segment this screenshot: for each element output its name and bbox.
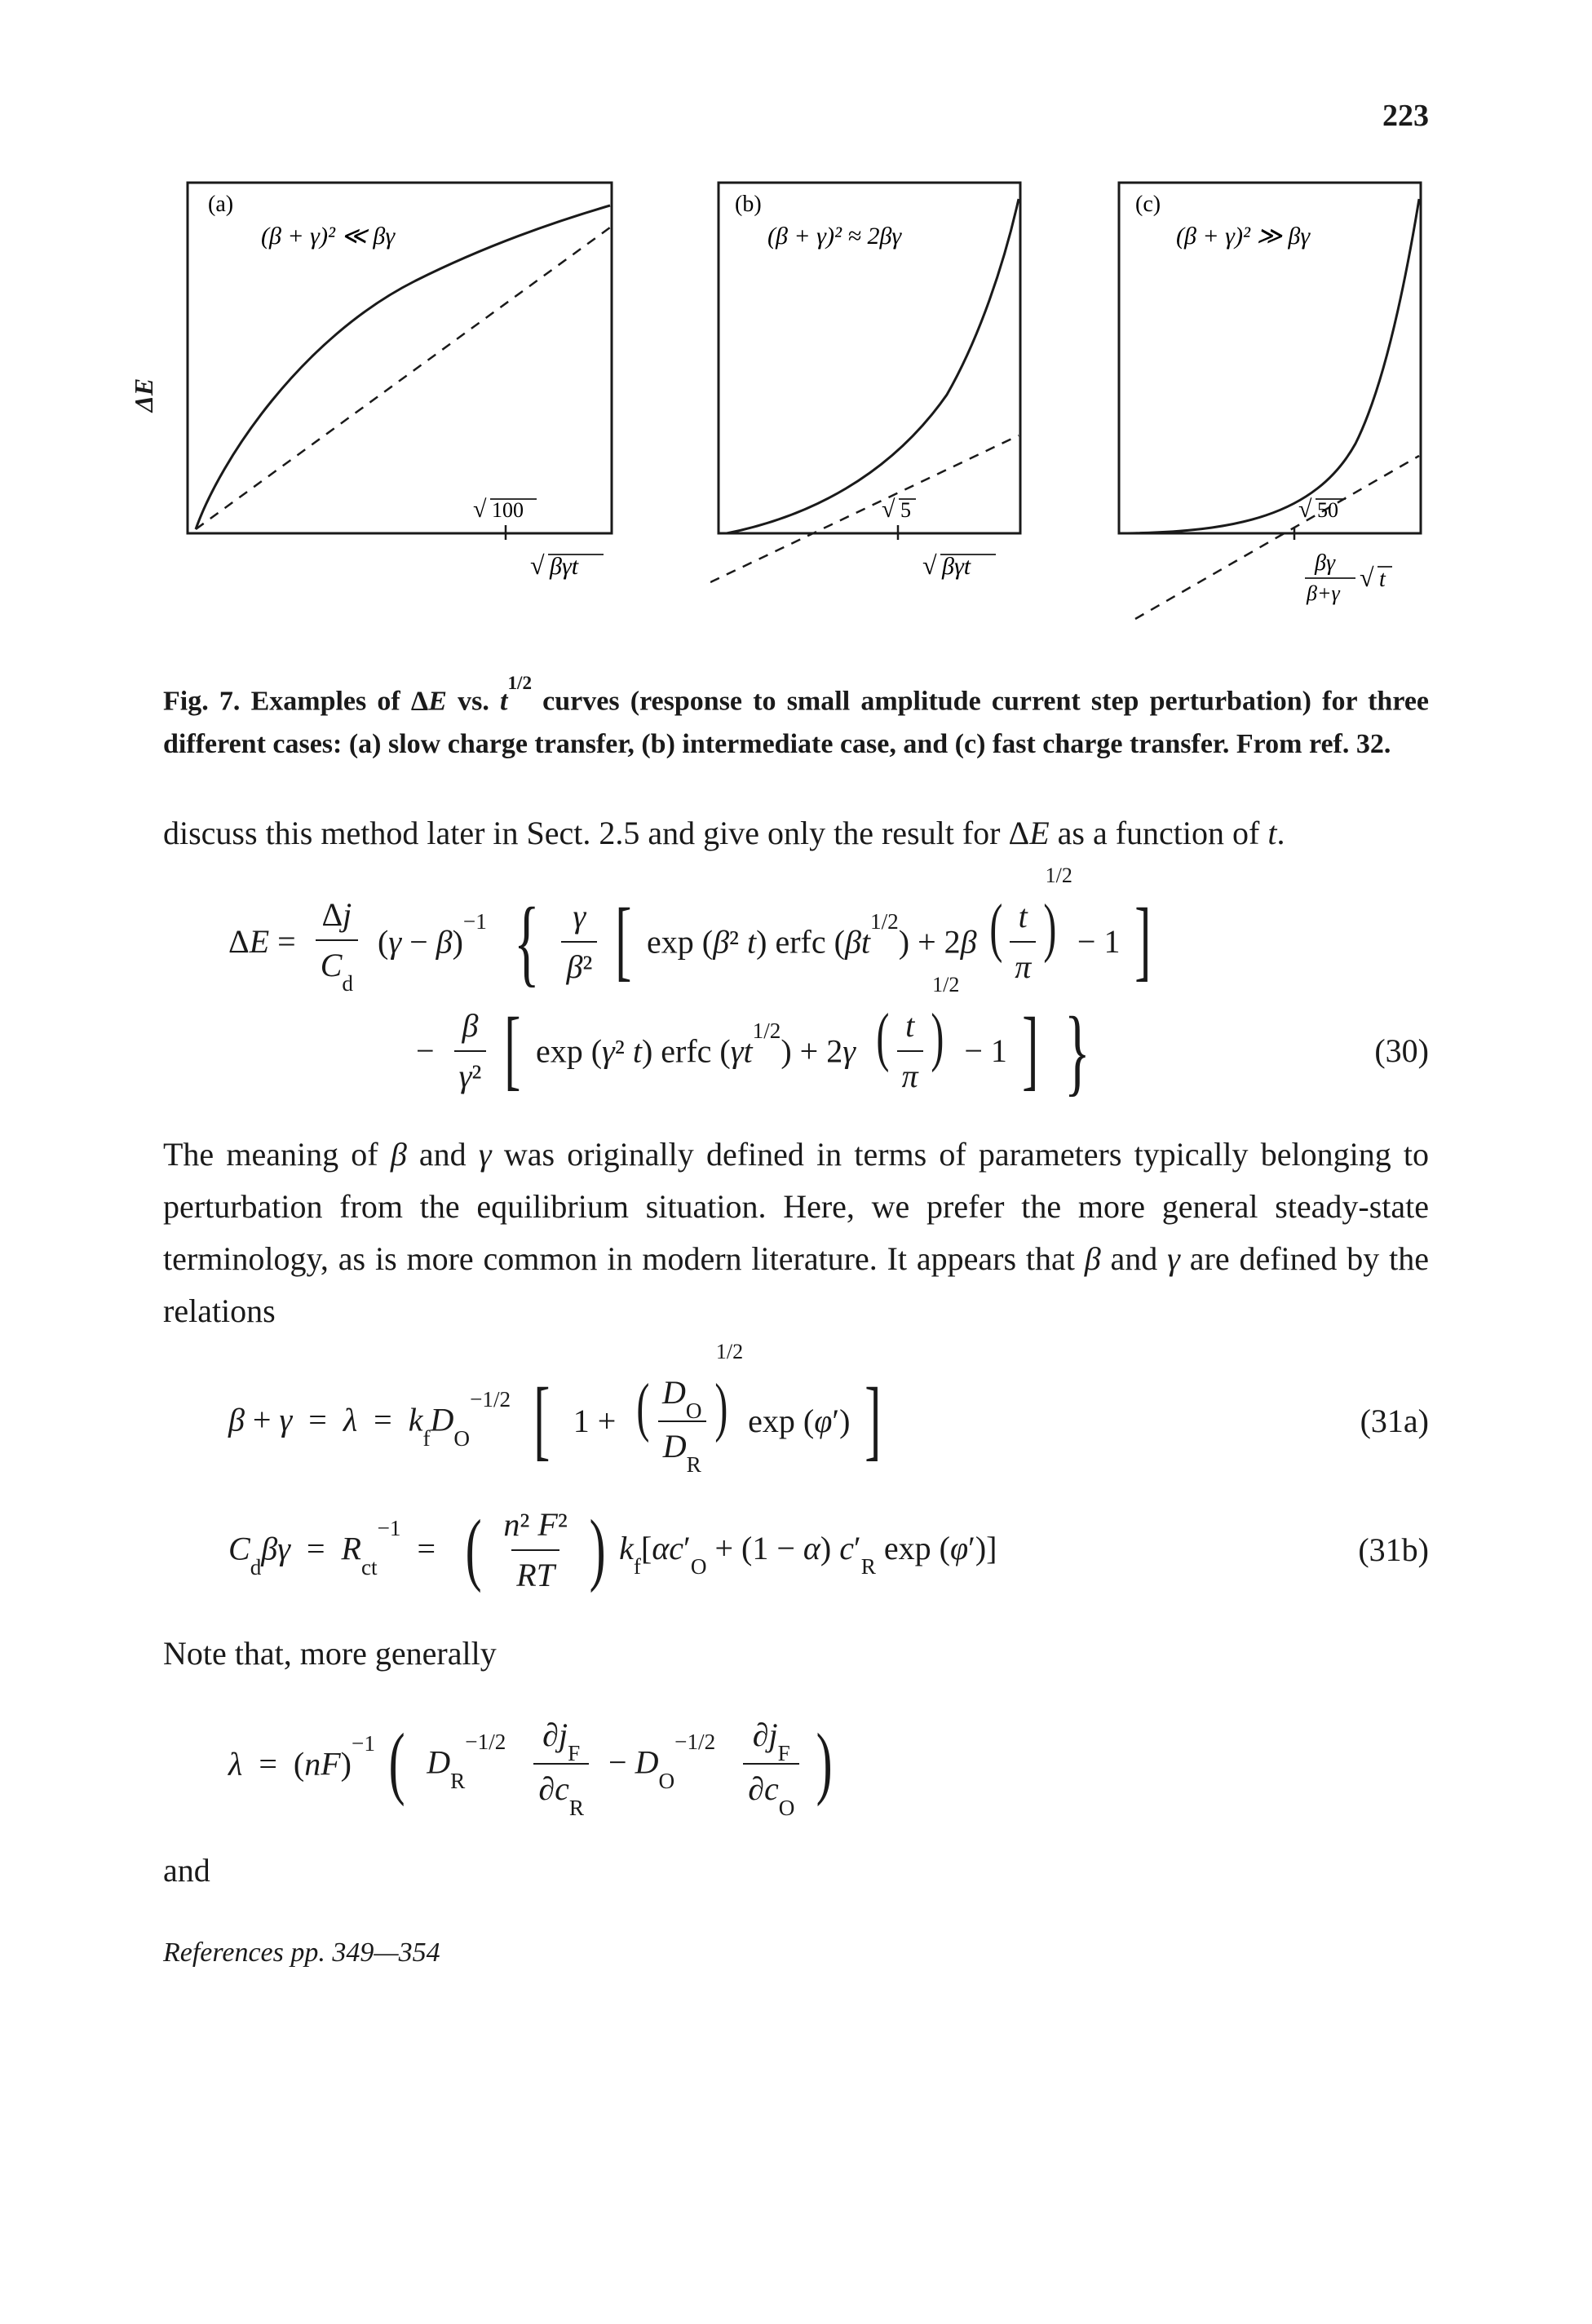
figure-panel-c: (c) (β + γ)² ≫ βγ √ 50 βγ β+γ √ t [1111,175,1429,631]
figure-panel-a: ΔE (a) (β + γ)² ≪ βγ √ 100 √ βγt [163,175,628,631]
page-number: 223 [163,98,1429,134]
svg-text:√: √ [882,496,896,523]
figure-panel-b: (b) (β + γ)² ≈ 2βγ √ 5 √ βγt [710,175,1028,631]
svg-text:(b): (b) [735,192,762,217]
equation-number-30: (30) [1342,1028,1429,1074]
caption-prefix: Fig. 7. Examples of Δ [163,686,428,716]
paragraph-4: and [163,1845,1429,1897]
paragraph-2: The meaning of β and γ was originally de… [163,1129,1429,1337]
svg-text:(a): (a) [208,192,233,217]
figure-caption: Fig. 7. Examples of ΔE vs. t1/2 curves (… [163,680,1429,767]
equation-31b: Cdβγ = Rct−1 = ( n² F²RT ) kf[αc′O + (1 … [228,1502,1429,1598]
paragraph-3: Note that, more generally [163,1628,1429,1680]
svg-text:√: √ [1360,563,1374,592]
svg-text:βγt: βγt [549,553,579,580]
figure-7: ΔE (a) (β + γ)² ≪ βγ √ 100 √ βγt [163,175,1429,631]
equation-number-31a: (31a) [1328,1398,1429,1444]
equation-number-31b: (31b) [1325,1527,1429,1573]
equation-30: ΔE = ΔjCd (γ − β)−1 { γβ² [ exp (β² t) e… [228,892,1429,1099]
svg-text:(β + γ)² ≫ βγ: (β + γ)² ≫ βγ [1176,223,1311,250]
svg-text:100: 100 [492,498,524,522]
svg-text:√: √ [530,550,545,580]
svg-text:t: t [1379,567,1386,592]
equation-lambda: λ = (nF)−1 ( DR−1/2 ∂jF∂cR − DO−1/2 ∂jF∂… [228,1712,1429,1815]
svg-text:50: 50 [1317,498,1338,522]
svg-text:βγt: βγt [941,553,971,580]
svg-text:√: √ [922,550,937,580]
svg-text:√: √ [473,496,487,523]
paragraph-1: discuss this method later in Sect. 2.5 a… [163,807,1429,859]
svg-text:5: 5 [900,498,911,522]
svg-text:βγ: βγ [1314,550,1336,576]
caption-prefix2: E [428,686,447,716]
svg-text:√: √ [1298,496,1312,523]
svg-text:β+γ: β+γ [1306,581,1340,605]
svg-text:(β + γ)² ≈ 2βγ: (β + γ)² ≈ 2βγ [767,223,902,250]
equation-31a: β + γ = λ = kfDO−1/2 [ 1 + (DODR) 1/2 ex… [228,1370,1429,1473]
y-axis-label: ΔE [129,378,159,412]
svg-text:(c): (c) [1135,192,1161,217]
footer-references: References pp. 349—354 [163,1937,1429,1968]
svg-text:(β + γ)² ≪ βγ: (β + γ)² ≪ βγ [261,223,396,250]
